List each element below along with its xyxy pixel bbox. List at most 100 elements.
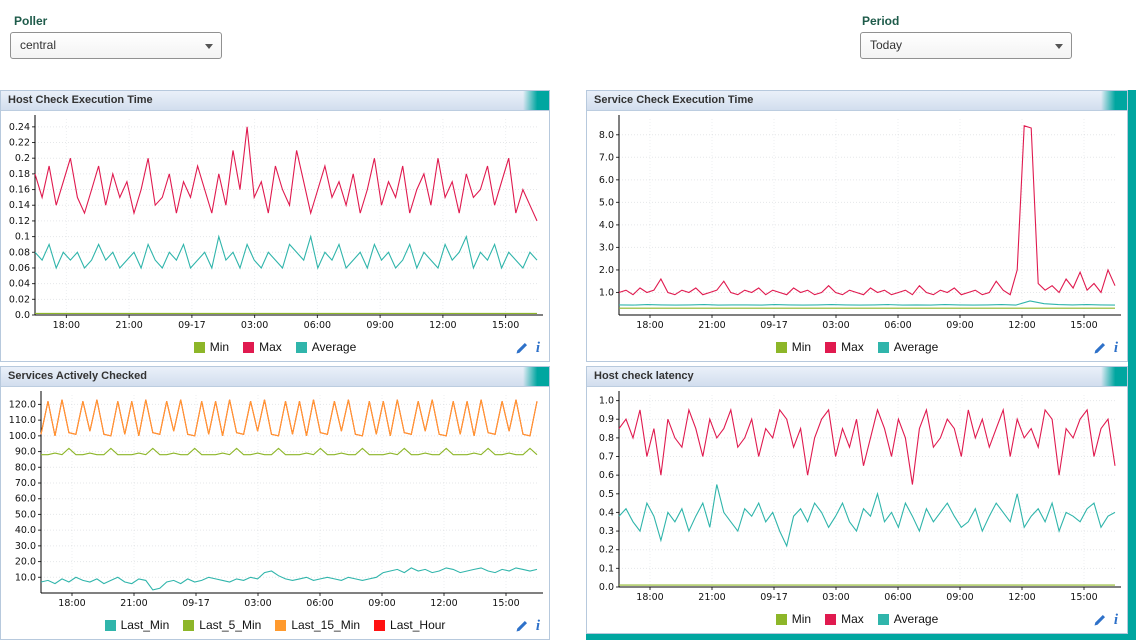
svg-text:0.4: 0.4 [599, 507, 614, 518]
svg-text:0.08: 0.08 [9, 247, 30, 258]
info-icon[interactable]: i [1114, 340, 1118, 357]
legend-swatch-icon [878, 614, 889, 625]
svg-text:12:00: 12:00 [429, 320, 456, 331]
svg-text:06:00: 06:00 [304, 320, 331, 331]
panel-services-actively-checked: Services Actively Checked 10.020.030.040… [0, 366, 550, 640]
legend-label: Max [841, 340, 864, 354]
info-icon[interactable]: i [1114, 612, 1118, 629]
panel-actions: i [515, 336, 540, 361]
info-icon[interactable]: i [536, 340, 540, 357]
poller-select-value: central [20, 38, 56, 52]
pencil-icon[interactable] [1093, 614, 1106, 627]
legend-item-min: Min [776, 612, 811, 626]
pencil-icon[interactable] [515, 342, 528, 355]
svg-text:0.04: 0.04 [9, 279, 30, 290]
svg-text:10.0: 10.0 [15, 572, 36, 583]
legend-item-max: Max [243, 340, 282, 354]
svg-text:20.0: 20.0 [15, 557, 36, 568]
legend-label: Average [312, 340, 356, 354]
svg-text:18:00: 18:00 [636, 592, 663, 603]
svg-text:0.6: 0.6 [599, 470, 614, 481]
legend-swatch-icon [878, 342, 889, 353]
svg-text:0.8: 0.8 [599, 433, 614, 444]
panel-header: Host Check Execution Time [1, 91, 549, 111]
svg-text:09-17: 09-17 [178, 320, 206, 331]
svg-text:8.0: 8.0 [599, 130, 614, 141]
legend-item-last_15_min: Last_15_Min [275, 618, 360, 632]
svg-text:0.7: 0.7 [599, 452, 614, 463]
svg-text:03:00: 03:00 [244, 598, 271, 609]
svg-text:09-17: 09-17 [760, 592, 788, 603]
svg-text:6.0: 6.0 [599, 175, 614, 186]
svg-text:18:00: 18:00 [58, 598, 85, 609]
svg-text:40.0: 40.0 [15, 525, 36, 536]
legend-label: Average [894, 612, 938, 626]
panel-header: Host check latency [587, 367, 1127, 387]
legend-label: Min [792, 340, 811, 354]
svg-text:0.9: 0.9 [599, 414, 614, 425]
legend-item-average: Average [878, 612, 938, 626]
panel-actions: i [515, 614, 540, 639]
svg-text:03:00: 03:00 [822, 592, 849, 603]
svg-text:0.22: 0.22 [9, 138, 30, 149]
period-select[interactable]: Today [860, 32, 1072, 59]
period-select-value: Today [870, 38, 902, 52]
svg-text:12:00: 12:00 [1008, 320, 1035, 331]
svg-text:0.1: 0.1 [15, 232, 30, 243]
legend-swatch-icon [776, 614, 787, 625]
legend-label: Max [841, 612, 864, 626]
panel-title: Host Check Execution Time [8, 94, 153, 106]
svg-text:110.0: 110.0 [9, 415, 36, 426]
svg-text:0.16: 0.16 [9, 185, 30, 196]
svg-text:50.0: 50.0 [15, 509, 36, 520]
legend-item-min: Min [776, 340, 811, 354]
svg-text:06:00: 06:00 [884, 320, 911, 331]
legend-label: Last_Hour [390, 618, 445, 632]
legend-label: Average [894, 340, 938, 354]
svg-text:18:00: 18:00 [636, 320, 663, 331]
svg-text:06:00: 06:00 [884, 592, 911, 603]
svg-text:09:00: 09:00 [946, 320, 973, 331]
legend-swatch-icon [296, 342, 307, 353]
svg-text:0.0: 0.0 [599, 582, 614, 593]
legend-swatch-icon [194, 342, 205, 353]
legend-items: Min Max Average [769, 340, 946, 358]
chart-canvas: 10.020.030.040.050.060.070.080.090.0100.… [1, 387, 549, 613]
legend-item-max: Max [825, 612, 864, 626]
period-label: Period [862, 14, 899, 28]
legend-label: Last_15_Min [291, 618, 360, 632]
svg-text:0.02: 0.02 [9, 294, 30, 305]
legend-items: Last_MinLast_5_MinLast_15_MinLast_Hour [98, 618, 453, 636]
poller-label: Poller [14, 14, 47, 28]
svg-text:09:00: 09:00 [946, 592, 973, 603]
legend-swatch-icon [105, 620, 116, 631]
panel-service-check-execution-time: Service Check Execution Time 1.02.03.04.… [586, 90, 1128, 362]
svg-text:100.0: 100.0 [9, 431, 36, 442]
chart-legend: Last_MinLast_5_MinLast_15_MinLast_Hour i [1, 614, 549, 639]
legend-label: Last_5_Min [199, 618, 261, 632]
legend-item-last_5_min: Last_5_Min [183, 618, 261, 632]
svg-text:0.5: 0.5 [599, 489, 614, 500]
info-icon[interactable]: i [536, 618, 540, 635]
pencil-icon[interactable] [1093, 342, 1106, 355]
svg-text:21:00: 21:00 [120, 598, 147, 609]
svg-text:12:00: 12:00 [1008, 592, 1035, 603]
legend-item-min: Min [194, 340, 229, 354]
poller-select[interactable]: central [10, 32, 222, 59]
header-accent [1101, 367, 1127, 386]
panel-host-check-latency: Host check latency 0.00.10.20.30.40.50.6… [586, 366, 1128, 634]
svg-text:18:00: 18:00 [53, 320, 80, 331]
svg-text:5.0: 5.0 [599, 197, 614, 208]
pencil-icon[interactable] [515, 620, 528, 633]
svg-text:21:00: 21:00 [115, 320, 142, 331]
chart-legend: Min Max Average i [587, 336, 1127, 361]
svg-text:03:00: 03:00 [241, 320, 268, 331]
svg-text:12:00: 12:00 [430, 598, 457, 609]
panel-actions: i [1093, 608, 1118, 633]
svg-text:0.3: 0.3 [599, 526, 614, 537]
dashboard-page: Poller central Period Today Host Check E… [0, 0, 1136, 640]
dropdown-caret-icon [205, 44, 213, 49]
svg-text:21:00: 21:00 [698, 592, 725, 603]
svg-text:0.0: 0.0 [15, 310, 30, 321]
svg-text:09-17: 09-17 [760, 320, 788, 331]
